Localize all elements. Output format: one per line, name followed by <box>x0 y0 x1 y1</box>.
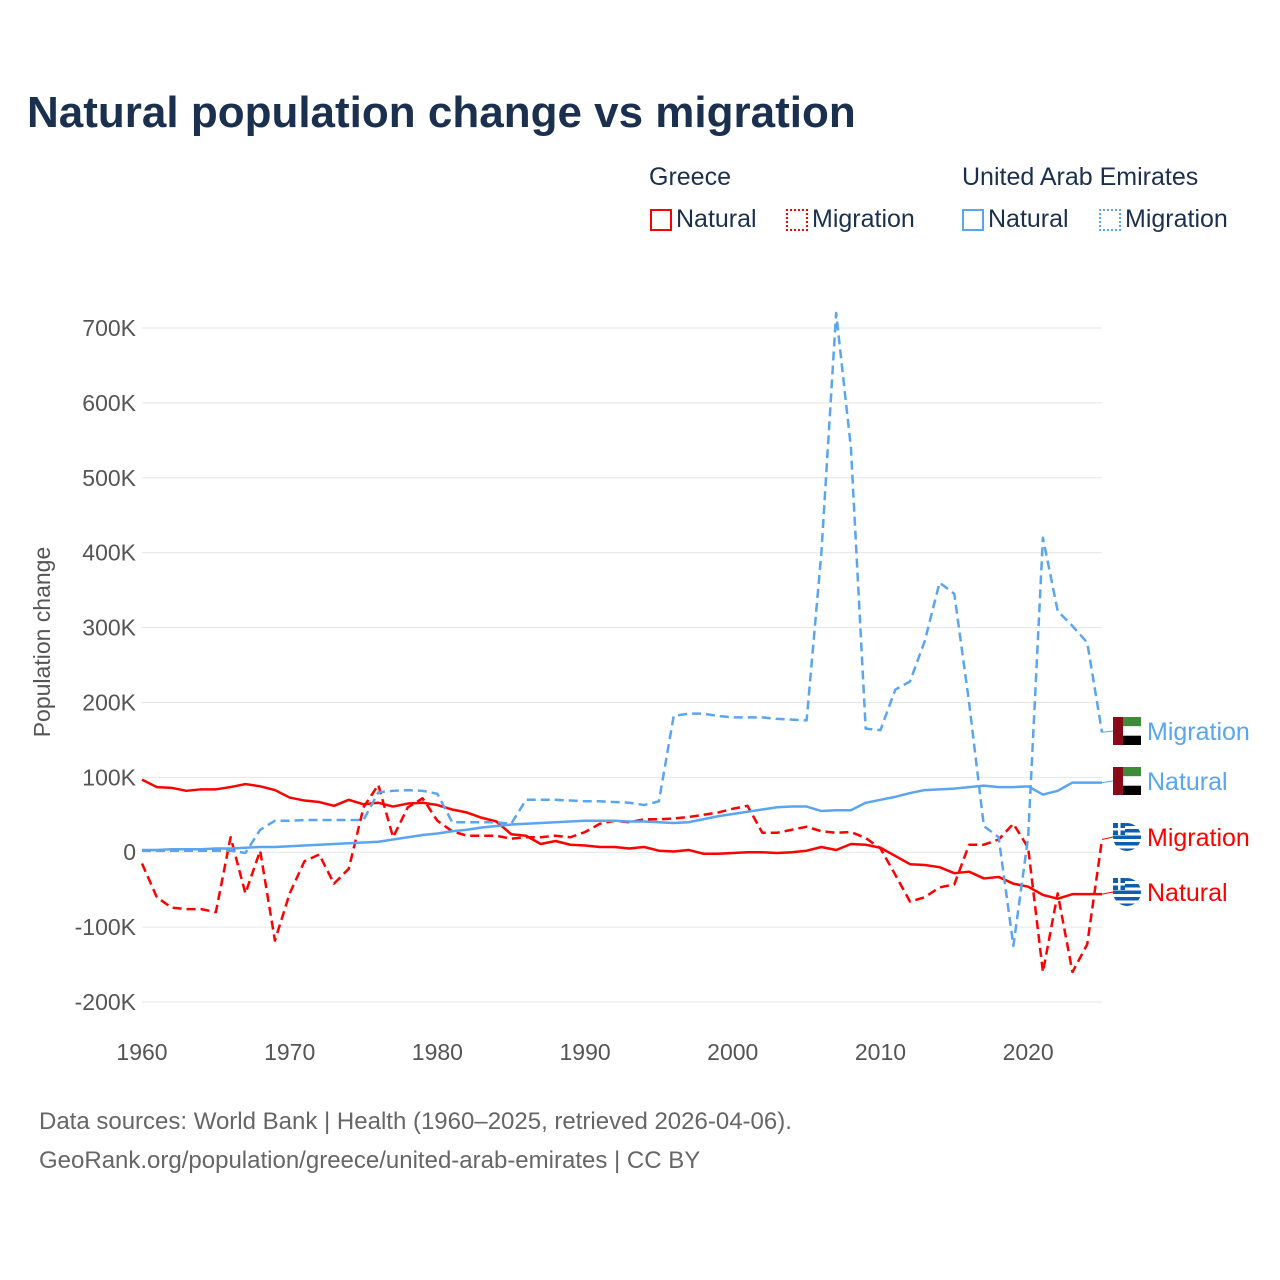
legend-label: Natural <box>676 205 757 233</box>
uae-flag-icon <box>1113 717 1141 727</box>
legend-uae-natural[interactable]: Natural <box>962 205 1069 234</box>
chart-title: Natural population change vs migration <box>27 88 856 137</box>
flag-stripe <box>1113 887 1141 891</box>
x-tick-label: 2000 <box>707 1039 758 1065</box>
flag-stripe <box>1113 894 1141 897</box>
flag-stripe <box>1113 726 1141 736</box>
legend-uae-migration[interactable]: Migration <box>1099 205 1228 234</box>
y-tick-label: 700K <box>82 315 136 341</box>
series-end-label: Migration <box>1147 824 1250 852</box>
flag-cross <box>1113 828 1125 831</box>
flag-stripe <box>1113 735 1141 745</box>
series-end-label: Natural <box>1147 768 1228 796</box>
series-line-united-arab-emirates-natural <box>142 781 1102 852</box>
flag-stripe <box>1113 785 1141 795</box>
flag-stripe <box>1113 826 1141 829</box>
y-tick-label: 300K <box>82 615 136 641</box>
x-tick-label: 1990 <box>559 1039 610 1065</box>
legend-group-greece: Greece <box>649 163 731 191</box>
legend-swatch-solid <box>962 208 984 231</box>
series-line-greece-natural <box>141 778 1102 900</box>
x-tick-label: 1980 <box>412 1039 463 1065</box>
source-line-1: Data sources: World Bank | Health (1960–… <box>39 1108 792 1135</box>
x-tick-label: 2020 <box>1003 1039 1054 1065</box>
label-connector <box>1101 836 1114 840</box>
legend-swatch-dotted <box>786 208 808 231</box>
label-connector <box>1101 891 1114 895</box>
legend-group-uae: United Arab Emirates <box>962 163 1199 191</box>
x-tick-label: 1970 <box>264 1039 315 1065</box>
flag-stripe <box>1113 900 1141 904</box>
y-tick-label: 600K <box>82 390 136 416</box>
label-connector <box>1101 780 1114 784</box>
legend-swatch-solid <box>650 208 672 231</box>
legend-label: Migration <box>812 205 915 233</box>
y-tick-label: 0 <box>123 839 136 865</box>
flag-stripe <box>1113 717 1123 745</box>
y-tick-label: -200K <box>75 989 137 1015</box>
flag-cross <box>1113 883 1125 886</box>
source-line-2[interactable]: GeoRank.org/population/greece/united-ara… <box>39 1147 701 1174</box>
flag-stripe <box>1113 776 1141 786</box>
series-line-united-arab-emirates-migration <box>142 311 1104 948</box>
legend-swatch-dotted <box>1099 208 1121 231</box>
series-end-label: Natural <box>1147 879 1228 907</box>
y-tick-label: 400K <box>82 540 136 566</box>
series-end-label: Migration <box>1147 718 1250 746</box>
flag-stripe <box>1113 839 1141 842</box>
legend-greece-migration[interactable]: Migration <box>786 205 915 234</box>
y-axis-label: Population change <box>29 547 55 738</box>
uae-flag-icon <box>1113 767 1141 777</box>
flag-stripe <box>1113 845 1141 849</box>
legend-label: Natural <box>988 205 1069 233</box>
y-tick-label: -100K <box>75 914 137 940</box>
flag-stripe <box>1113 832 1141 836</box>
y-tick-label: 200K <box>82 689 136 715</box>
y-tick-label: 100K <box>82 764 136 790</box>
flag-stripe <box>1113 881 1141 884</box>
legend-label: Migration <box>1125 205 1228 233</box>
x-tick-label: 2010 <box>855 1039 906 1065</box>
legend-greece-natural[interactable]: Natural <box>650 205 757 234</box>
x-tick-label: 1960 <box>116 1039 167 1065</box>
series-line-greece-migration <box>140 783 1104 974</box>
label-connector <box>1101 730 1114 733</box>
y-tick-label: 500K <box>82 465 136 491</box>
flag-stripe <box>1113 767 1123 795</box>
